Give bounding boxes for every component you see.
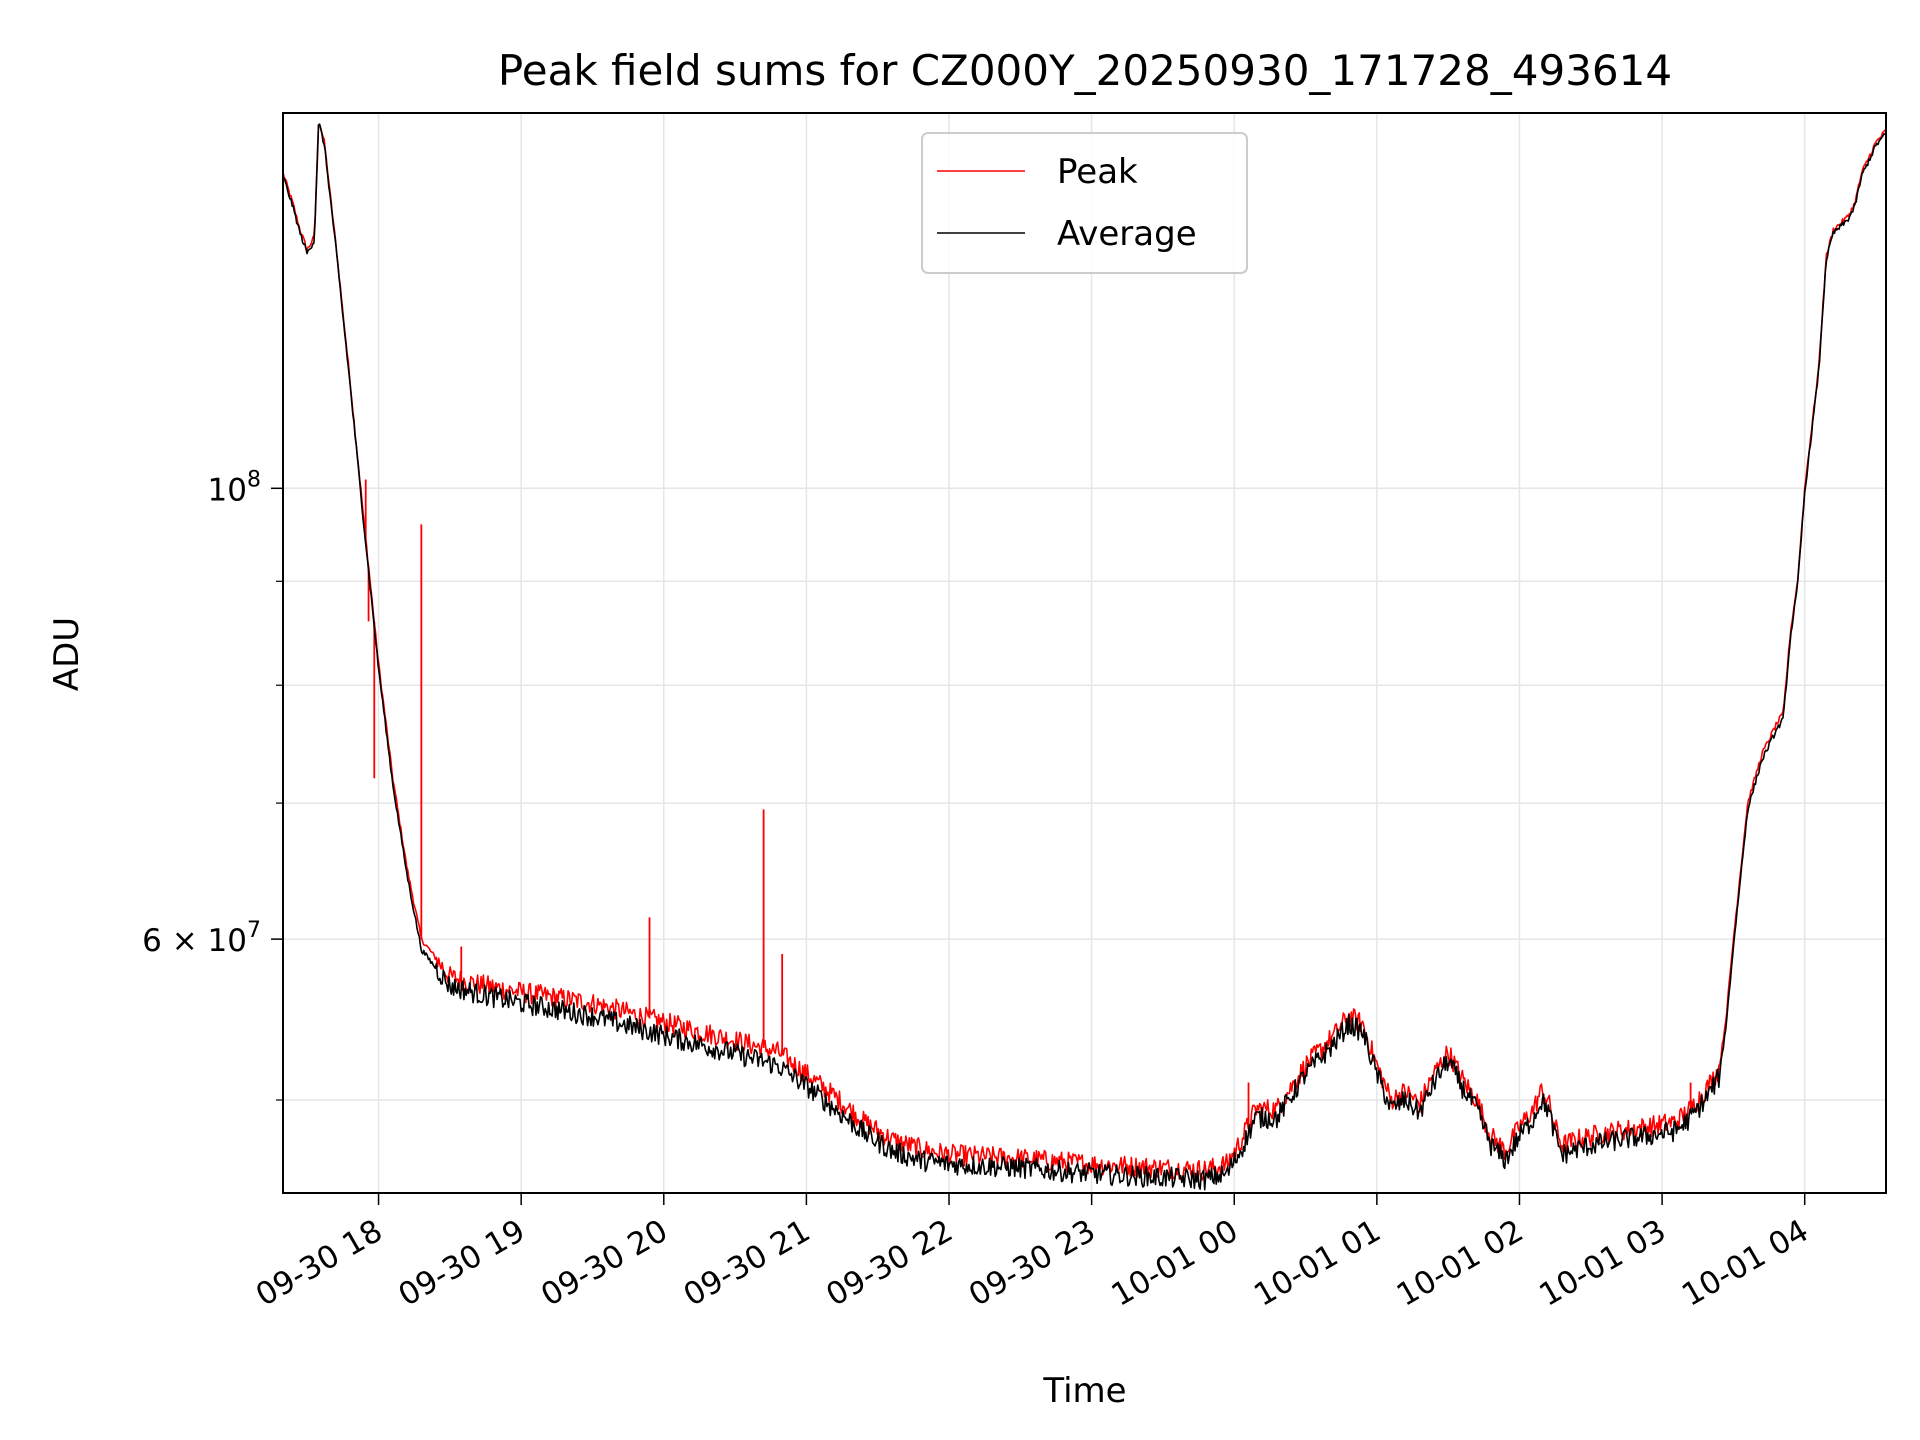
series-layer: [283, 123, 1886, 1191]
plot-frame: [282, 112, 1887, 1194]
series-line-average: [283, 123, 1886, 1191]
legend-label-peak: Peak: [1057, 152, 1138, 192]
legend-label-average: Average: [1057, 214, 1197, 254]
x-axis-label: Time: [1042, 1371, 1126, 1411]
legend: Peak Average: [921, 132, 1248, 274]
y-tick-label: 6 × 107: [142, 918, 261, 959]
grid: [283, 113, 1886, 1193]
chart-title: Peak field sums for CZ000Y_20250930_1717…: [498, 46, 1672, 95]
legend-box: [921, 132, 1248, 274]
y-tick-label: 108: [208, 467, 261, 508]
y-axis-label: ADU: [47, 617, 87, 691]
